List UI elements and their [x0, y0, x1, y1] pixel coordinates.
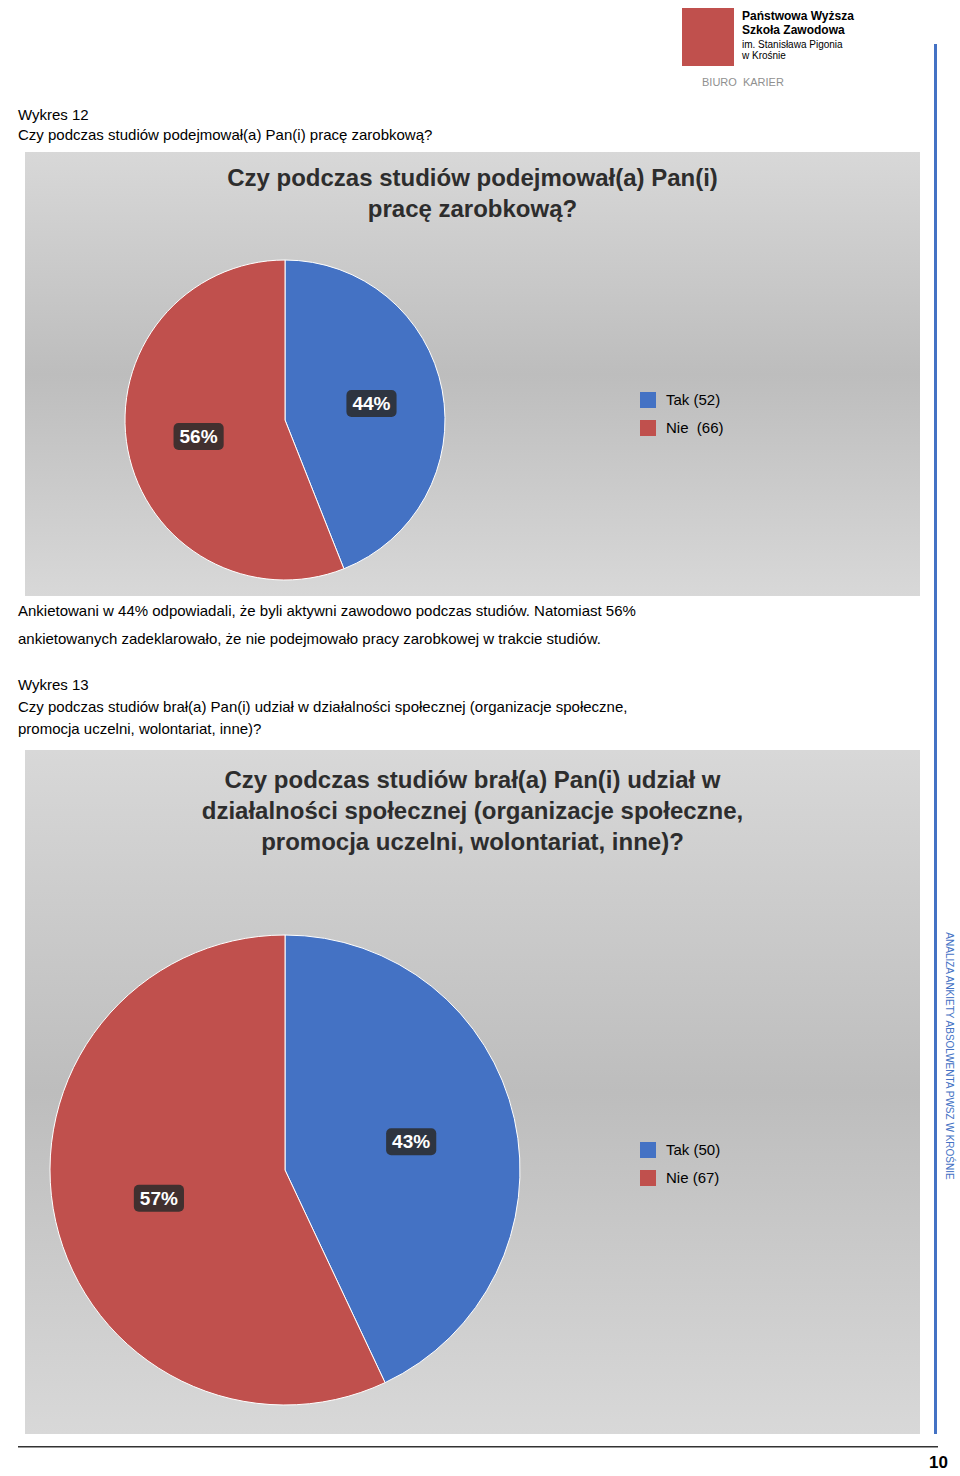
body-text: Ankietowani w 44% odpowiadali, że byli a… [18, 602, 636, 619]
title-line: działalności społecznej (organizacje spo… [202, 797, 744, 824]
body-text: ankietowanych zadeklarowało, że nie pode… [18, 630, 601, 647]
legend-entry: Nie (66) [666, 419, 724, 436]
page-number: 10 [929, 1453, 948, 1472]
legend-entry: Tak (50) [666, 1141, 720, 1158]
page: Państwowa WyższaSzkoła Zawodowa im. Stani… [0, 0, 960, 1476]
pie-slice [125, 260, 344, 580]
pie-slice [50, 935, 385, 1405]
chart-box [25, 750, 920, 1434]
chart: Czy podczas studiów brał(a) Pan(i) udzia… [25, 750, 920, 1434]
heading: Wykres 13 [18, 676, 89, 693]
chart-box [25, 152, 920, 596]
institution-name: Państwowa Wyższa [742, 9, 854, 23]
data-label-bg [346, 390, 396, 417]
legend-swatch [640, 1170, 656, 1186]
edge-line [934, 44, 937, 1434]
heading: Czy podczas studiów podejmował(a) Pan(i)… [18, 126, 432, 143]
heading: Czy podczas studiów brał(a) Pan(i) udzia… [18, 698, 627, 715]
title-line: Czy podczas studiów podejmował(a) Pan(i) [227, 164, 718, 191]
institution-name: Szkoła Zawodowa [742, 23, 845, 37]
data-label: 44% [352, 393, 390, 414]
side-text: ANALIZA ANKIETY ABSOLWENTA PWSZ W KROŚNI… [944, 932, 956, 1180]
data-label-bg [134, 1185, 184, 1212]
chart-title: Czy podczas studiów podejmował(a) Pan(i)… [227, 164, 718, 222]
title-line: pracę zarobkową? [368, 195, 577, 222]
background [0, 0, 960, 1476]
data-label: 57% [140, 1188, 178, 1209]
data-label: 43% [392, 1131, 430, 1152]
chart-title: Czy podczas studiów brał(a) Pan(i) udzia… [202, 766, 744, 855]
legend-entry: Nie (67) [666, 1169, 719, 1186]
legend-swatch [640, 1142, 656, 1158]
legend-swatch [640, 392, 656, 408]
institution-name: w Krośnie [741, 50, 786, 61]
data-label-bg [386, 1128, 436, 1155]
institution-name: im. Stanisława Pigonia [742, 39, 843, 50]
heading: promocja uczelni, wolontariat, inne)? [18, 720, 261, 737]
title-line: Czy podczas studiów brał(a) Pan(i) udzia… [224, 766, 720, 793]
legend-entry: Tak (52) [666, 391, 720, 408]
footer-line [18, 1446, 938, 1448]
data-label-bg [174, 423, 224, 450]
logo [682, 8, 734, 66]
data-label: 56% [180, 426, 218, 447]
unit-name: BIURO KARIER [702, 76, 784, 88]
chart: Czy podczas studiów podejmował(a) Pan(i)… [25, 152, 920, 596]
heading: Wykres 12 [18, 106, 89, 123]
title-line: promocja uczelni, wolontariat, inne)? [261, 828, 684, 855]
legend-swatch [640, 420, 656, 436]
